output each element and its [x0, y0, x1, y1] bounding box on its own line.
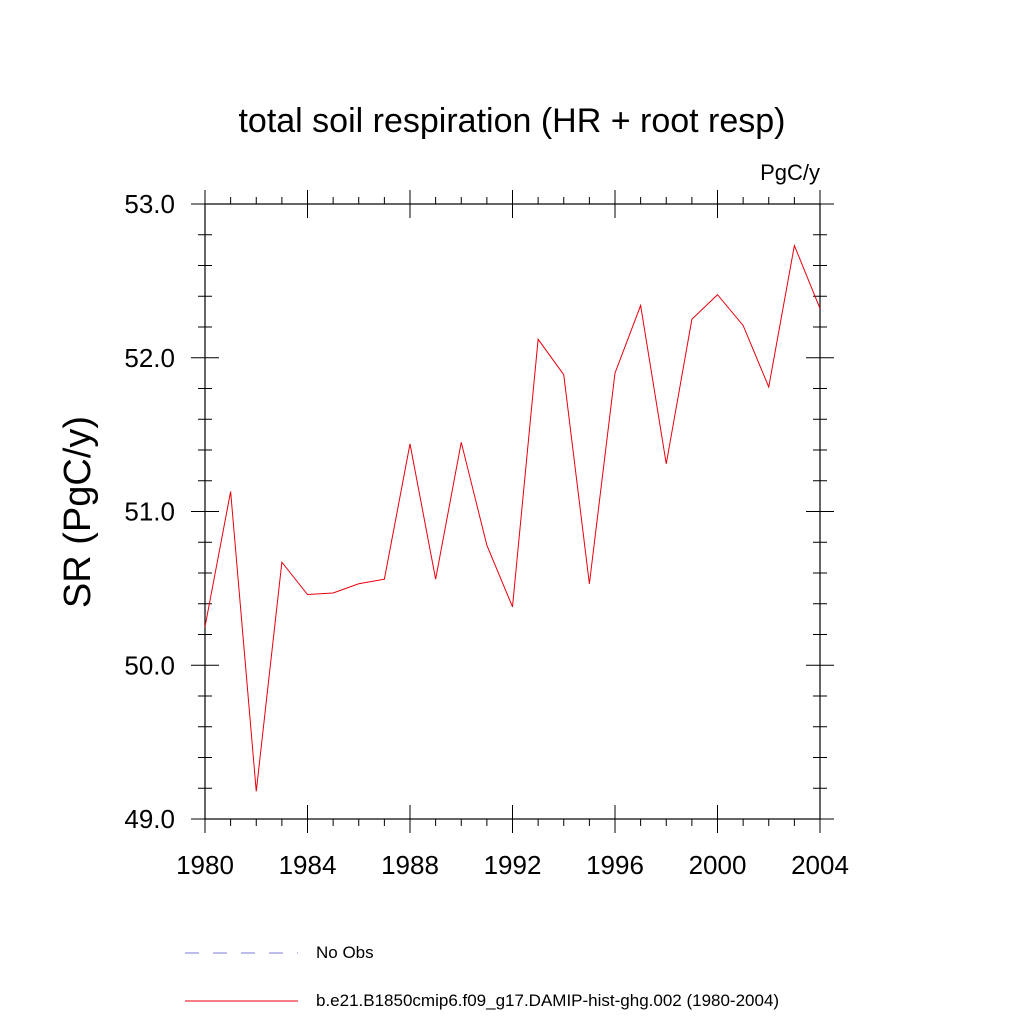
x-tick-label: 1984	[279, 850, 337, 880]
legend-label-no-obs: No Obs	[316, 943, 374, 962]
units-label: PgC/y	[760, 160, 820, 185]
x-tick-label: 1992	[484, 850, 542, 880]
x-tick-label: 1996	[586, 850, 644, 880]
x-tick-label: 2000	[689, 850, 747, 880]
legend: No Obs b.e21.B1850cmip6.f09_g17.DAMIP-hi…	[185, 943, 779, 1010]
axis-tick-labels: 1980 1984 1988 1992 1996 2000 2004 49.0 50.0 51.0…	[124, 189, 849, 880]
legend-label-model: b.e21.B1850cmip6.f09_g17.DAMIP-hist-ghg.…	[316, 991, 779, 1010]
y-tick-label: 53.0	[124, 189, 175, 219]
y-tick-label: 51.0	[124, 497, 175, 527]
series-line-1	[204, 243, 821, 792]
y-tick-label: 49.0	[124, 804, 175, 834]
x-tick-label: 2004	[791, 850, 849, 880]
series-layer	[204, 243, 821, 792]
y-tick-label: 52.0	[124, 343, 175, 373]
x-tick-label: 1980	[176, 850, 234, 880]
chart-title: total soil respiration (HR + root resp)	[238, 102, 785, 140]
y-axis-label: SR (PgC/y)	[57, 416, 99, 608]
x-tick-label: 1988	[381, 850, 439, 880]
plot-frame	[204, 203, 821, 820]
y-tick-label: 50.0	[124, 650, 175, 680]
axis-ticks	[191, 190, 834, 833]
